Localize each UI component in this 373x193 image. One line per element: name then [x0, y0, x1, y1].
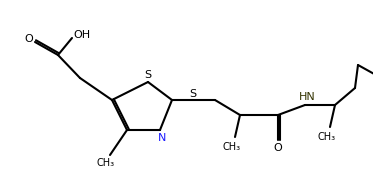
Text: HN: HN	[299, 92, 316, 102]
Text: S: S	[144, 70, 151, 80]
Text: O: O	[274, 143, 282, 153]
Text: O: O	[25, 34, 33, 44]
Text: OH: OH	[73, 30, 91, 40]
Text: CH₃: CH₃	[318, 132, 336, 142]
Text: S: S	[189, 89, 197, 99]
Text: CH₃: CH₃	[223, 142, 241, 152]
Text: CH₃: CH₃	[97, 158, 115, 168]
Text: N: N	[158, 133, 166, 143]
